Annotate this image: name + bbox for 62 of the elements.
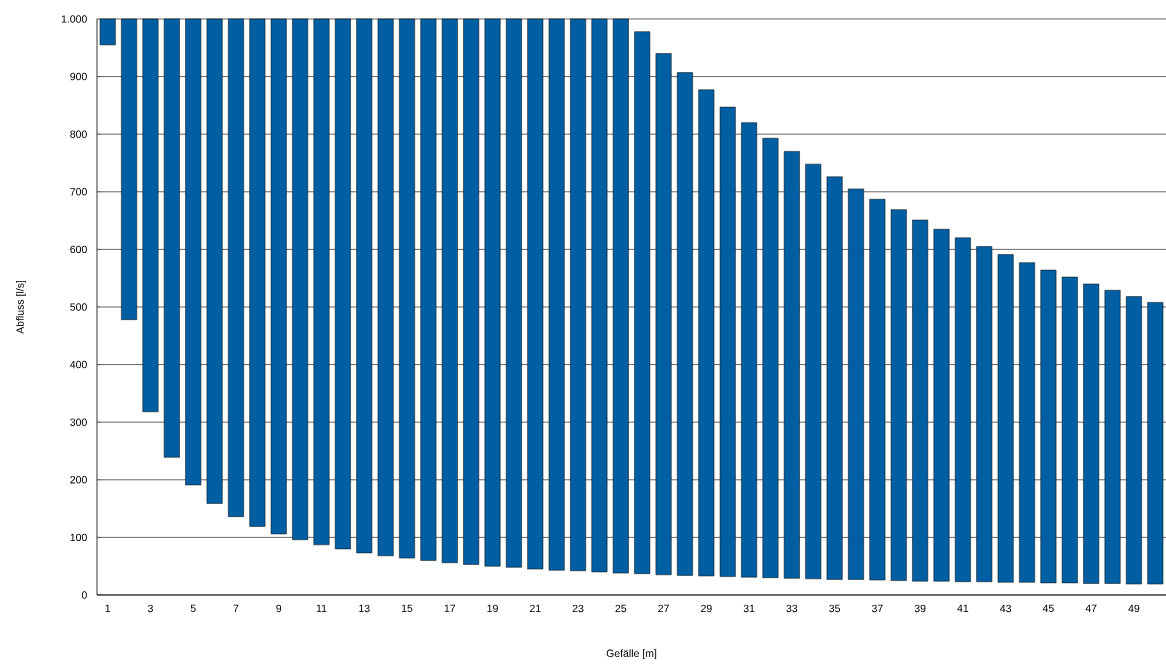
y-axis-title: Abfluss [l/s] (16, 280, 26, 334)
x-tick-label: 21 (529, 604, 541, 613)
x-tick-label: 9 (276, 604, 282, 613)
x-tick-label: 3 (147, 604, 153, 613)
bar (933, 228, 950, 582)
x-tick-label: 41 (957, 604, 969, 612)
x-tick-label: 49 (1128, 604, 1140, 613)
y-tick-label: 500 (70, 303, 87, 311)
y-tick-label: 800 (70, 130, 87, 138)
x-axis-title: Gefälle [m] (606, 649, 657, 660)
bar (997, 254, 1014, 583)
bar (1104, 290, 1121, 584)
bar (698, 89, 715, 577)
bar (805, 163, 822, 580)
y-tick-label: 400 (70, 360, 87, 369)
bar (783, 151, 800, 579)
x-tick-label: 33 (786, 604, 798, 613)
bar (869, 199, 886, 581)
bar (762, 137, 779, 578)
x-tick-label: 1 (105, 604, 111, 612)
x-tick-label: 25 (615, 604, 627, 613)
bar (1083, 283, 1100, 584)
y-tick-label: 100 (70, 533, 87, 542)
y-tick-label: 0 (81, 591, 87, 599)
bar (1040, 269, 1057, 584)
x-tick-label: 7 (233, 604, 239, 612)
bar (1019, 262, 1035, 583)
x-tick-label: 13 (359, 604, 370, 613)
x-tick-label: 17 (444, 604, 456, 612)
bar (741, 122, 758, 578)
y-tick-label: 200 (70, 476, 87, 484)
bar (655, 53, 672, 576)
x-tick-label: 11 (316, 604, 327, 612)
x-tick-label: 43 (1000, 604, 1012, 613)
bar (912, 219, 929, 582)
x-tick-label: 29 (701, 604, 712, 613)
x-tick-label: 47 (1085, 604, 1097, 612)
bar (1125, 296, 1142, 585)
x-tick-label: 27 (658, 604, 669, 613)
y-tick-label: 900 (70, 72, 87, 81)
x-tick-label: 23 (572, 604, 584, 613)
bar (634, 31, 651, 574)
bar (677, 72, 693, 576)
bar (890, 209, 907, 581)
bar (848, 188, 864, 580)
bar (826, 176, 843, 580)
bar (719, 106, 736, 577)
x-tick-label: 35 (829, 604, 841, 613)
x-tick-label: 31 (743, 604, 755, 613)
x-tick-label: 37 (871, 604, 883, 613)
bar (1061, 276, 1078, 584)
x-tick-label: 19 (487, 604, 498, 613)
x-tick-label: 15 (401, 604, 413, 613)
bar (954, 237, 971, 582)
y-tick-label: 600 (70, 245, 87, 254)
bar (976, 246, 993, 582)
y-tick-label: 700 (70, 188, 87, 196)
x-tick-label: 39 (914, 604, 926, 613)
x-tick-label: 5 (190, 604, 196, 613)
y-tick-label: 1.000 (61, 15, 87, 23)
x-tick-label: 45 (1042, 604, 1054, 613)
y-tick-label: 300 (70, 418, 87, 426)
